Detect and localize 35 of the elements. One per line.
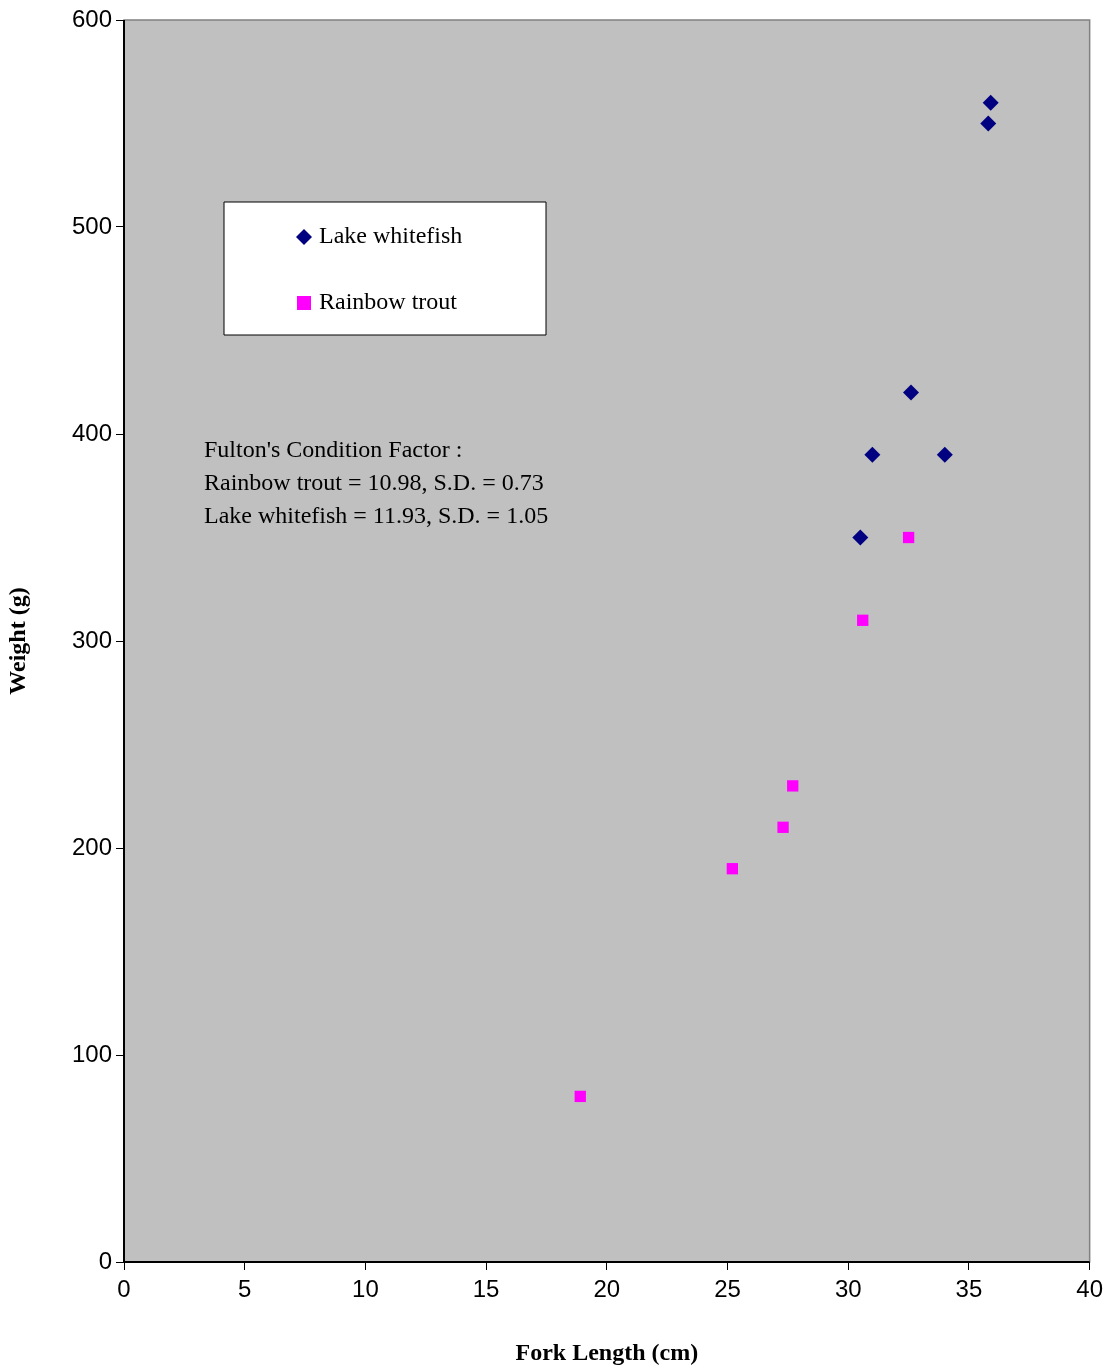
- annotation: Fulton's Condition Factor :: [204, 436, 463, 463]
- x-tick-label: 25: [714, 1275, 741, 1303]
- y-tick-label: 100: [71, 1039, 112, 1067]
- point: [903, 384, 920, 401]
- x-tick-label: 30: [834, 1275, 862, 1303]
- point: [574, 1090, 586, 1103]
- point: [936, 446, 953, 463]
- x-tick-label: 20: [593, 1275, 621, 1303]
- y-tick-label: 500: [71, 211, 112, 239]
- point: [902, 531, 915, 544]
- point: [864, 446, 881, 463]
- point: [726, 863, 739, 875]
- y-tick-label: 600: [71, 4, 112, 32]
- y-tick-label: 0: [98, 1246, 112, 1274]
- y-tick-label: 300: [71, 625, 112, 653]
- x-tick-label: 15: [472, 1275, 500, 1303]
- x-tick-label: 10: [352, 1275, 379, 1303]
- annotation: Lake whitefish = 11.93, S.D. = 1.05: [204, 502, 549, 529]
- x-tick-label: 5: [238, 1275, 252, 1303]
- legend-label: Rainbow trout: [319, 288, 458, 315]
- annotation: Rainbow trout = 10.98, S.D. = 0.73: [204, 469, 544, 496]
- y-tick-label: 200: [71, 832, 112, 860]
- y-axis-title: Weight (g): [3, 587, 30, 695]
- x-tick-label: 40: [1076, 1275, 1103, 1303]
- point: [777, 821, 789, 833]
- legend-label: Lake whitefish: [319, 222, 463, 249]
- y-tick-label: 400: [71, 418, 112, 446]
- point: [982, 94, 999, 111]
- point: [857, 614, 869, 626]
- x-axis-title: Fork Length (cm): [515, 1338, 699, 1365]
- point: [980, 115, 997, 132]
- x-tick-label: 0: [117, 1275, 131, 1303]
- point: [852, 529, 869, 546]
- x-tick-label: 35: [955, 1275, 983, 1303]
- point: [787, 780, 799, 792]
